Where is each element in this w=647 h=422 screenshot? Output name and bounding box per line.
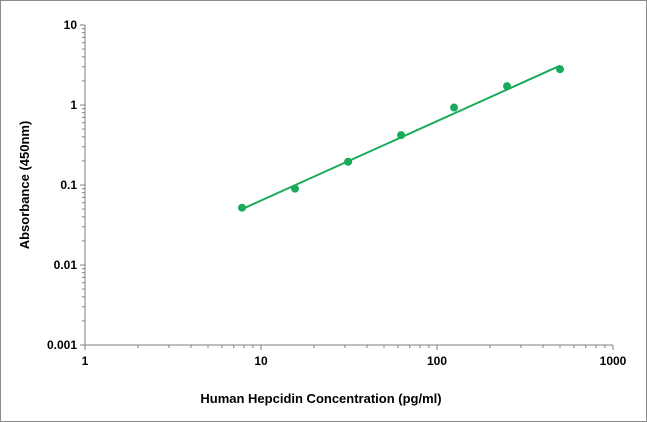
y-tick-label: 1 <box>70 98 77 112</box>
x-tick-label: 1 <box>82 354 89 368</box>
tick-labels: 0.001 0.01 0.1 1 10 1 10 100 1000 <box>47 18 627 368</box>
x-tick-label: 1000 <box>600 354 627 368</box>
y-tick-label: 10 <box>64 18 78 32</box>
y-tick-label: 0.01 <box>54 258 78 272</box>
data-point <box>238 203 247 212</box>
data-point <box>450 103 459 112</box>
x-axis-title: Human Hepcidin Concentration (pg/ml) <box>200 391 441 406</box>
y-tick-label: 0.001 <box>47 338 77 352</box>
data-point <box>344 157 353 166</box>
data-points <box>238 65 565 212</box>
x-tick-label: 10 <box>254 354 268 368</box>
data-point <box>290 184 299 193</box>
y-tick-label: 0.1 <box>60 178 77 192</box>
x-tick-label: 100 <box>427 354 447 368</box>
data-point <box>503 82 512 91</box>
axes <box>80 24 614 350</box>
data-point <box>397 131 406 140</box>
y-axis-title: Absorbance (450nm) <box>17 121 32 250</box>
data-point <box>556 65 565 74</box>
